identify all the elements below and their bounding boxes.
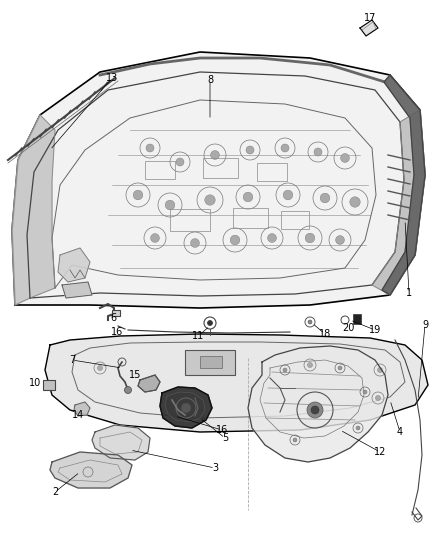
Circle shape xyxy=(356,426,360,430)
Text: 14: 14 xyxy=(72,410,84,420)
Circle shape xyxy=(336,236,344,245)
Text: 6: 6 xyxy=(110,313,116,323)
Circle shape xyxy=(230,235,240,245)
Circle shape xyxy=(308,320,312,324)
Circle shape xyxy=(246,146,254,154)
Bar xyxy=(185,350,235,375)
Text: 11: 11 xyxy=(192,331,204,341)
Polygon shape xyxy=(165,392,205,422)
Circle shape xyxy=(211,151,219,159)
Circle shape xyxy=(375,395,381,400)
Text: 5: 5 xyxy=(222,433,228,443)
Text: 20: 20 xyxy=(342,323,354,333)
Text: 17: 17 xyxy=(364,13,376,23)
Circle shape xyxy=(124,386,131,393)
Bar xyxy=(170,209,210,231)
Polygon shape xyxy=(74,402,90,416)
Polygon shape xyxy=(45,334,428,432)
Circle shape xyxy=(283,190,293,200)
Circle shape xyxy=(314,148,322,156)
Circle shape xyxy=(191,239,199,247)
Polygon shape xyxy=(138,375,160,392)
Polygon shape xyxy=(58,248,90,282)
Circle shape xyxy=(268,233,276,243)
Text: 2: 2 xyxy=(52,487,58,497)
Circle shape xyxy=(208,320,212,326)
Circle shape xyxy=(305,233,315,243)
Text: 8: 8 xyxy=(207,75,213,85)
Circle shape xyxy=(378,367,382,373)
Polygon shape xyxy=(50,452,132,488)
Text: 1: 1 xyxy=(406,288,412,298)
Text: 9: 9 xyxy=(422,320,428,330)
Circle shape xyxy=(307,362,312,367)
Circle shape xyxy=(311,406,319,414)
Circle shape xyxy=(363,390,367,394)
Circle shape xyxy=(151,233,159,243)
Polygon shape xyxy=(92,425,150,460)
Circle shape xyxy=(165,200,175,210)
Text: 19: 19 xyxy=(369,325,381,335)
Text: 4: 4 xyxy=(397,427,403,437)
Bar xyxy=(112,310,120,316)
Text: 16: 16 xyxy=(111,327,123,337)
Polygon shape xyxy=(12,115,55,305)
Polygon shape xyxy=(248,346,388,462)
Text: 18: 18 xyxy=(319,329,331,339)
Circle shape xyxy=(243,192,253,202)
Circle shape xyxy=(146,144,154,152)
Polygon shape xyxy=(160,387,212,428)
Circle shape xyxy=(350,197,360,207)
Bar xyxy=(233,208,268,228)
Text: 7: 7 xyxy=(69,355,75,365)
Circle shape xyxy=(205,195,215,205)
Text: 16: 16 xyxy=(216,425,228,435)
Circle shape xyxy=(181,403,191,413)
Text: 3: 3 xyxy=(212,463,218,473)
Circle shape xyxy=(338,366,342,370)
Bar xyxy=(145,161,175,179)
Bar xyxy=(257,163,287,181)
Bar xyxy=(353,314,361,324)
Polygon shape xyxy=(360,20,378,36)
Circle shape xyxy=(320,193,330,203)
Polygon shape xyxy=(62,282,92,298)
Polygon shape xyxy=(382,75,425,295)
Circle shape xyxy=(293,438,297,442)
Text: 13: 13 xyxy=(106,73,118,83)
Circle shape xyxy=(341,154,350,163)
Circle shape xyxy=(133,190,143,200)
Bar xyxy=(203,158,238,178)
Polygon shape xyxy=(12,52,425,308)
Bar xyxy=(43,380,55,390)
Text: 15: 15 xyxy=(129,370,141,380)
Text: 12: 12 xyxy=(374,447,386,457)
Circle shape xyxy=(283,368,287,372)
Circle shape xyxy=(281,144,289,152)
Bar xyxy=(200,356,222,368)
Circle shape xyxy=(98,366,102,370)
Circle shape xyxy=(307,402,323,418)
Bar xyxy=(281,211,309,229)
Circle shape xyxy=(176,158,184,166)
Text: 10: 10 xyxy=(29,378,41,388)
Polygon shape xyxy=(372,110,425,295)
